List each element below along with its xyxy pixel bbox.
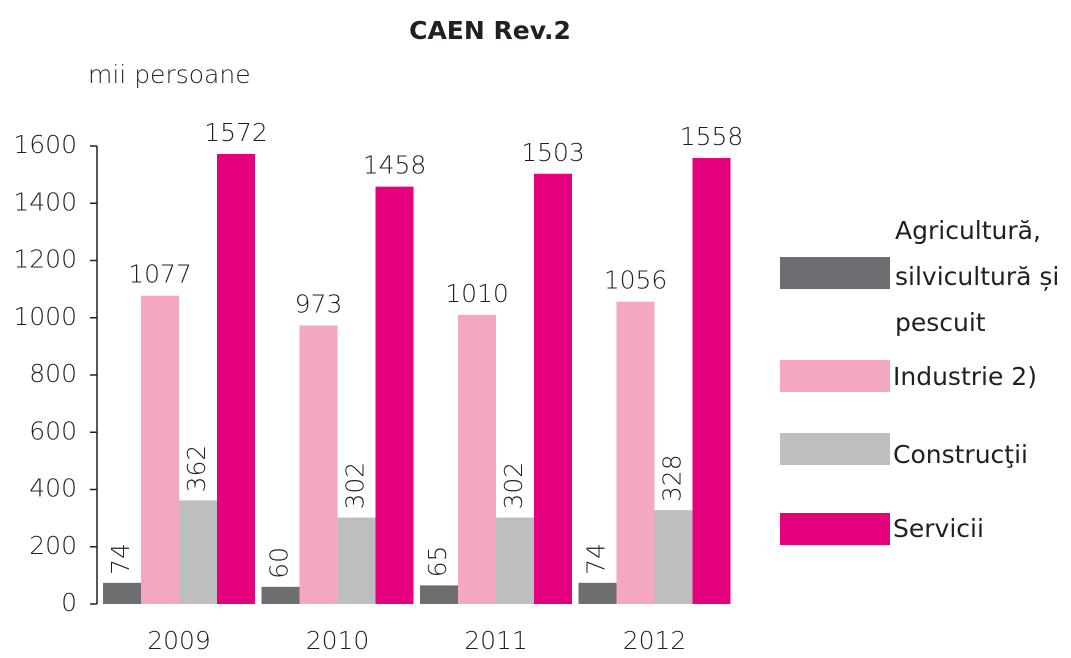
x-tick-label: 2009 — [147, 626, 211, 655]
y-tick-label: 1200 — [13, 245, 77, 274]
bar — [578, 582, 617, 604]
y-tick-label: 1600 — [13, 130, 77, 159]
value-label: 1077 — [128, 260, 192, 289]
value-label: 1558 — [680, 122, 744, 151]
y-tick-label: 1400 — [13, 187, 77, 216]
y-tick-label: 400 — [29, 474, 77, 503]
bar — [217, 154, 255, 604]
bar — [337, 517, 376, 604]
value-label: 328 — [658, 454, 687, 502]
bar — [299, 325, 338, 604]
legend-label: Servicii — [893, 514, 984, 543]
value-label: 74 — [582, 543, 611, 575]
value-label: 302 — [499, 462, 528, 510]
value-label: 362 — [182, 445, 211, 493]
legend-label: Agricultură, silvicultură și pescuit — [895, 216, 1060, 337]
y-axis-label: mii persoane — [88, 60, 251, 89]
bar — [375, 186, 414, 604]
bar — [103, 582, 141, 604]
bar — [458, 314, 496, 604]
bar — [654, 510, 693, 604]
value-label: 1503 — [521, 138, 585, 167]
value-label: 1458 — [363, 151, 427, 180]
y-tick-label: 800 — [29, 359, 77, 388]
bar — [179, 500, 217, 604]
bar — [141, 295, 179, 604]
bar — [420, 585, 458, 604]
legend-swatch — [780, 257, 890, 289]
y-tick-label: 0 — [61, 588, 77, 617]
chart-title: CAEN Rev.2 — [409, 16, 571, 45]
bar — [496, 517, 534, 604]
y-tick-label: 200 — [29, 531, 77, 560]
x-tick-label: 2011 — [464, 626, 528, 655]
legend-swatch — [780, 433, 890, 465]
value-label: 1010 — [445, 279, 509, 308]
bar — [616, 301, 655, 604]
y-tick-label: 1000 — [13, 302, 77, 331]
x-tick-label: 2012 — [623, 626, 687, 655]
bar — [692, 158, 731, 604]
bar — [534, 173, 572, 605]
value-label: 973 — [295, 289, 343, 318]
value-label: 65 — [423, 546, 452, 578]
value-label: 1056 — [604, 266, 668, 295]
legend-label: Industrie 2) — [893, 362, 1037, 391]
bar — [261, 586, 300, 604]
legend-swatch — [780, 513, 890, 545]
legend-label: Construcţii — [893, 440, 1028, 469]
legend-swatch — [780, 360, 890, 392]
value-label: 74 — [106, 543, 135, 575]
value-label: 60 — [265, 547, 294, 579]
y-tick-label: 600 — [29, 416, 77, 445]
value-label: 1572 — [204, 118, 268, 147]
value-label: 302 — [341, 462, 370, 510]
x-tick-label: 2010 — [306, 626, 370, 655]
